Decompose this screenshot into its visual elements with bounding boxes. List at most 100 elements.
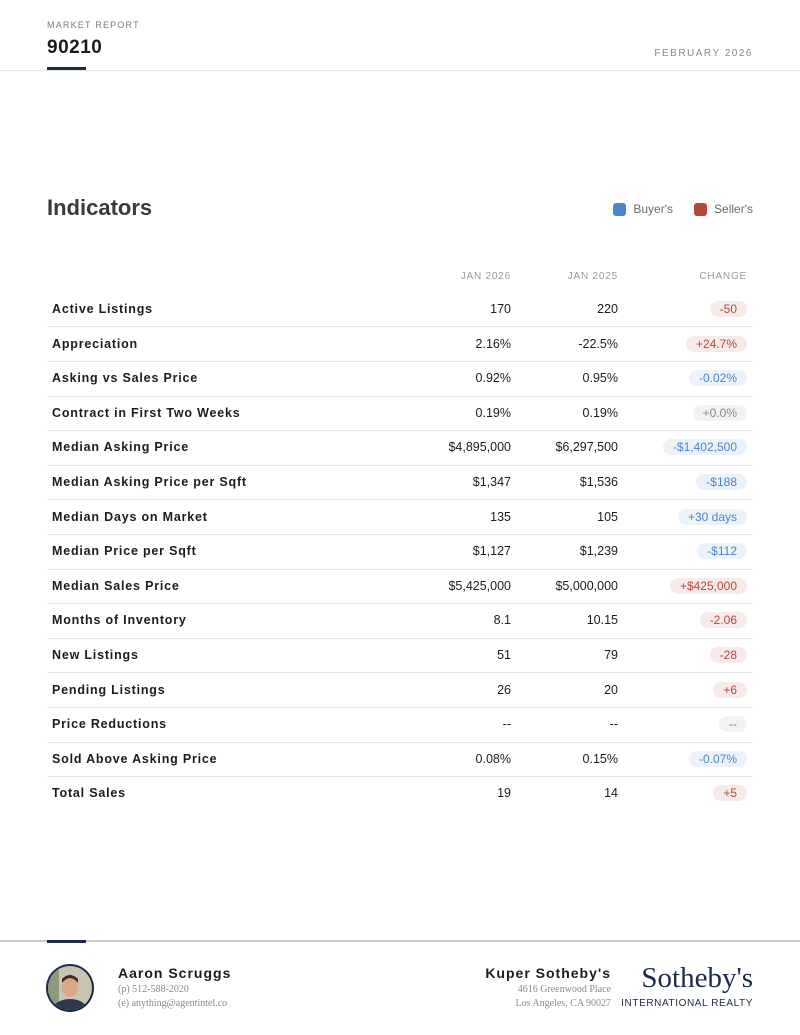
cell-value: -22.5%: [578, 336, 618, 351]
column-header: CHANGE: [699, 271, 747, 282]
row-label: Median Days on Market: [52, 509, 208, 524]
row-separator: [47, 603, 753, 605]
legend-item: Buyer's: [613, 202, 673, 216]
row-label: Median Asking Price: [52, 440, 189, 455]
cell-value: 51: [497, 648, 511, 662]
agent-name: Aaron Scruggs: [118, 965, 232, 981]
change-pill: +5: [713, 785, 747, 802]
change-pill: -2.06: [699, 612, 747, 629]
report-date: FEBRUARY 2026: [654, 48, 753, 59]
row-label: Active Listings: [52, 302, 153, 316]
row-separator: [47, 533, 753, 535]
row-label: Months of Inventory: [52, 613, 187, 628]
cell-value: 26: [497, 682, 511, 697]
change-pill: -50: [709, 301, 747, 317]
row-separator: [47, 430, 753, 432]
office-name: Kuper Sotheby's: [485, 965, 611, 981]
cell-value: 14: [604, 786, 618, 801]
change-pill: --: [719, 716, 747, 733]
cell-value: 220: [597, 302, 618, 316]
office-address: 4616 Greenwood Place: [517, 984, 611, 995]
legend-item: Seller's: [694, 202, 753, 216]
agent-email: (e) anything@agentintel.co: [118, 998, 228, 1009]
cell-value: 0.08%: [475, 751, 511, 766]
header-rule: [0, 70, 800, 71]
row-separator: [47, 568, 753, 570]
change-pill: +24.7%: [685, 335, 747, 352]
cell-value: $1,239: [579, 544, 618, 559]
cell-value: $5,000,000: [555, 578, 618, 593]
cell-value: 8.1: [493, 613, 511, 628]
legend-swatch: [694, 202, 708, 216]
cell-value: --: [502, 717, 511, 732]
cell-value: 170: [490, 302, 511, 316]
logo-tagline: INTERNATIONAL REALTY: [621, 998, 753, 1009]
change-pill: -$112: [697, 543, 747, 560]
change-pill: -0.07%: [688, 750, 747, 767]
change-pill: -0.02%: [688, 370, 747, 387]
row-separator: [47, 395, 753, 397]
cell-value: 0.19%: [475, 405, 511, 420]
row-label: New Listings: [52, 648, 139, 662]
row-label: Appreciation: [52, 336, 138, 351]
cell-value: 105: [597, 509, 618, 524]
row-label: Median Price per Sqft: [52, 544, 197, 559]
row-label: Total Sales: [52, 786, 126, 801]
agent-phone: (p) 512-588-2020: [118, 984, 189, 995]
change-pill: -$1,402,500: [662, 439, 747, 456]
cell-value: $1,536: [579, 475, 618, 489]
cell-value: 0.92%: [475, 371, 511, 386]
row-separator: [47, 741, 753, 743]
logo-wordmark: Sotheby's: [641, 962, 753, 994]
cell-value: --: [609, 717, 618, 732]
cell-value: 135: [490, 509, 511, 524]
cell-value: $1,127: [472, 544, 511, 559]
row-separator: [47, 499, 753, 501]
row-separator: [47, 360, 753, 362]
office-address: Los Angeles, CA 90027: [515, 998, 611, 1009]
cell-value: $1,347: [472, 475, 511, 489]
row-label: Asking vs Sales Price: [52, 371, 199, 386]
change-pill: +6: [713, 681, 747, 698]
row-label: Price Reductions: [52, 717, 167, 732]
accent-bar: [47, 940, 86, 943]
row-separator: [47, 326, 753, 328]
change-pill: +30 days: [677, 508, 747, 525]
change-pill: +0.0%: [692, 404, 747, 421]
row-separator: [47, 637, 753, 639]
eyebrow: MARKET REPORT: [47, 20, 140, 30]
footer-rule: [0, 940, 800, 942]
row-separator: [47, 464, 753, 466]
row-separator: [47, 672, 753, 674]
cell-value: $4,895,000: [448, 440, 511, 455]
section-title: Indicators: [47, 195, 153, 220]
report-title: 90210: [47, 37, 103, 58]
row-label: Median Sales Price: [52, 578, 180, 593]
cell-value: 10.15: [586, 613, 618, 628]
cell-value: 0.95%: [582, 371, 618, 386]
legend-label: Buyer's: [633, 202, 673, 216]
column-header: JAN 2026: [460, 271, 511, 282]
row-label: Pending Listings: [52, 682, 166, 697]
agent-photo: [46, 964, 94, 1012]
change-pill: +$425,000: [669, 577, 747, 594]
row-label: Sold Above Asking Price: [52, 751, 218, 766]
cell-value: $6,297,500: [555, 440, 618, 455]
cell-value: 0.15%: [582, 751, 618, 766]
change-pill: -$188: [696, 474, 747, 490]
column-header: JAN 2025: [567, 271, 618, 282]
cell-value: $5,425,000: [448, 578, 511, 593]
cell-value: 0.19%: [582, 405, 618, 420]
row-label: Contract in First Two Weeks: [52, 405, 241, 420]
accent-bar: [47, 67, 86, 70]
cell-value: 20: [604, 682, 618, 697]
legend-swatch: [613, 202, 627, 216]
row-separator: [47, 776, 753, 778]
cell-value: 19: [497, 786, 511, 801]
row-label: Median Asking Price per Sqft: [52, 475, 247, 489]
cell-value: 2.16%: [475, 336, 511, 351]
legend-label: Seller's: [714, 202, 753, 216]
cell-value: 79: [604, 648, 618, 662]
